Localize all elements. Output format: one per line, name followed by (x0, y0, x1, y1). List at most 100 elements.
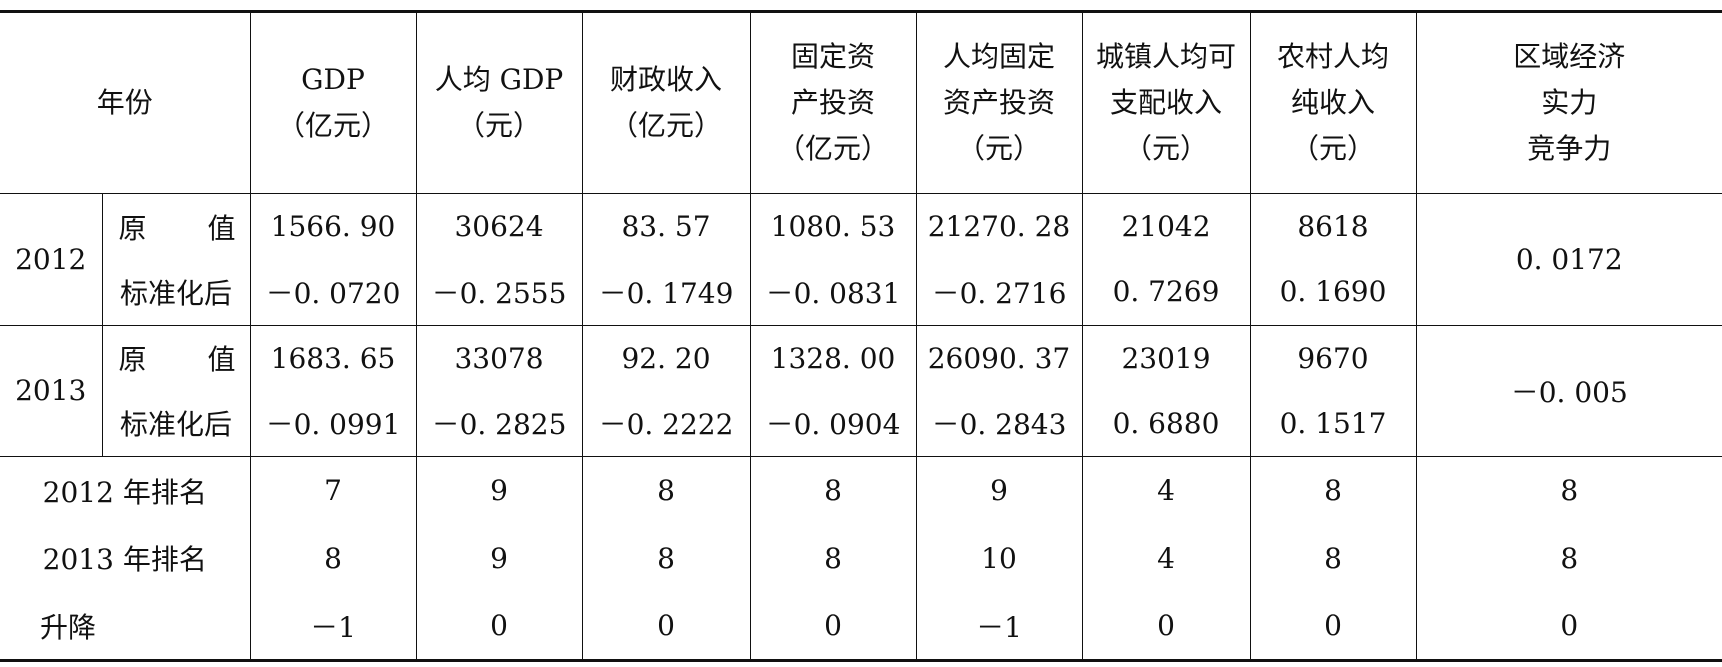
table-row-2013-raw: 2013 原值 1683. 65 33078 92. 20 1328. 00 2… (0, 325, 1722, 458)
header-line: 农村人均 (1276, 39, 1389, 73)
column-header-fiscal-revenue: 财政收入 （亿元） (582, 11, 751, 194)
table-cell: 9 (916, 456, 1083, 525)
table-cell: 21042 (1082, 193, 1251, 260)
table-cell: 0 (1250, 592, 1417, 661)
column-header-rural-income: 农村人均 纯收入 （元） (1250, 11, 1417, 194)
table-row-rank-change: 升降 －1 0 0 0 －1 0 0 0 (0, 592, 1722, 661)
table-cell: －0. 2222 (582, 390, 751, 457)
table-row-ranking-2013: 2013 年排名 8 9 8 8 10 4 8 8 (0, 524, 1722, 593)
table-cell: 4 (1082, 524, 1251, 593)
table-cell: －0. 0831 (750, 259, 917, 325)
column-header-competitiveness: 区域经济 实力 竞争力 (1416, 12, 1722, 194)
table-cell: －0. 0720 (250, 259, 417, 325)
table-cell: 8 (750, 456, 917, 525)
table-cell: 8 (1560, 541, 1579, 575)
standardized-label: 标准化后 (102, 259, 251, 325)
table-cell: 0. 7269 (1082, 259, 1251, 325)
table-cell: 8 (582, 456, 751, 525)
header-line: （元） (1123, 131, 1208, 165)
table-cell: 9 (416, 456, 583, 525)
table-cell: 30624 (416, 193, 583, 260)
regional-economy-table: 年份 GDP （亿元） 人均 GDP （元） 财政收入 （亿元） 固定资 产投资… (0, 10, 1722, 662)
header-line: 人均 GDP (434, 62, 564, 96)
table-row-ranking-2012: 2012 年排名 7 9 8 8 9 4 8 8 (0, 456, 1722, 525)
table-cell: 83. 57 (582, 193, 751, 260)
header-line: GDP (301, 62, 365, 96)
header-line: （亿元） (276, 108, 389, 142)
table-cell: 33078 (416, 325, 583, 391)
column-header-gdp-per-capita: 人均 GDP （元） (416, 11, 583, 194)
table-cell: －0. 2555 (416, 259, 583, 325)
header-line: 固定资 (790, 39, 875, 73)
header-line: 人均固定 (942, 39, 1055, 73)
statistics-table-container: 年份 GDP （亿元） 人均 GDP （元） 财政收入 （亿元） 固定资 产投资… (0, 10, 1722, 662)
table-cell: 0 (1082, 592, 1251, 661)
header-line: 区域经济 (1513, 39, 1626, 73)
year-column-header: 年份 (0, 11, 251, 194)
table-cell: 0 (582, 592, 751, 661)
standardized-label: 标准化后 (102, 390, 251, 457)
header-line: 财政收入 (609, 62, 722, 96)
column-header-gdp: GDP （亿元） (250, 11, 417, 194)
raw-label-part: 原 (118, 343, 147, 377)
table-cell: 0. 1690 (1250, 259, 1417, 325)
table-cell: 0 (750, 592, 917, 661)
header-line: （亿元） (776, 131, 889, 165)
header-line: （元） (1290, 131, 1375, 165)
table-cell: 8 (1560, 474, 1579, 508)
header-line: 城镇人均可 (1095, 39, 1236, 73)
year-cell-2012: 2012 (0, 193, 103, 326)
table-cell: －0. 1749 (582, 259, 751, 325)
table-cell: －0. 0904 (750, 390, 917, 457)
table-cell: 4 (1082, 456, 1251, 525)
raw-label-part: 值 (207, 343, 236, 377)
header-line: （元） (956, 131, 1041, 165)
table-cell: 1080. 53 (750, 193, 917, 260)
header-line: 资产投资 (942, 85, 1055, 119)
table-cell: 8 (582, 524, 751, 593)
table-cell: －0. 2843 (916, 390, 1083, 457)
year-header-part-2: 份 (124, 85, 153, 119)
table-cell: －0. 2825 (416, 390, 583, 457)
header-line: 实力 (1541, 85, 1598, 119)
header-line: （亿元） (609, 108, 722, 142)
year-cell-2013: 2013 (0, 325, 103, 458)
table-cell: 8 (1250, 456, 1417, 525)
table-cell: 0 (416, 592, 583, 661)
column-header-urban-income: 城镇人均可 支配收入 （元） (1082, 11, 1251, 194)
raw-label-part: 值 (207, 211, 236, 245)
header-row: 年份 GDP （亿元） 人均 GDP （元） 财政收入 （亿元） 固定资 产投资… (0, 11, 1722, 194)
table-cell: 26090. 37 (916, 325, 1083, 391)
competitiveness-cell-2012: 0. 0172 (1416, 193, 1722, 326)
table-cell: 9670 (1250, 325, 1417, 391)
table-cell: 8 (250, 524, 417, 593)
table-cell: 23019 (1082, 325, 1251, 391)
table-cell: 0 (1560, 609, 1579, 643)
table-cell: 9 (416, 524, 583, 593)
table-cell: 0. 1517 (1250, 390, 1417, 457)
table-row-2013-standardized: 标准化后 －0. 0991 －0. 2825 －0. 2222 －0. 0904… (0, 390, 1722, 457)
table-cell: 8618 (1250, 193, 1417, 260)
table-row-2012-standardized: 标准化后 －0. 0720 －0. 2555 －0. 1749 －0. 0831… (0, 259, 1722, 325)
table-cell: 7 (250, 456, 417, 525)
table-cell: －0. 2716 (916, 259, 1083, 325)
table-row-2012-raw: 2012 原值 1566. 90 30624 83. 57 1080. 53 2… (0, 193, 1722, 326)
year-header-part-1: 年 (96, 85, 125, 119)
table-cell: －0. 0991 (250, 390, 417, 457)
table-cell: 1566. 90 (250, 193, 417, 260)
header-line: 纯收入 (1290, 85, 1375, 119)
table-cell: 10 (916, 524, 1083, 593)
table-cell: －1 (916, 592, 1083, 661)
table-cell: 1328. 00 (750, 325, 917, 391)
column-header-fixed-asset-investment: 固定资 产投资 （亿元） (750, 11, 917, 194)
raw-value-label: 原值 (102, 193, 251, 260)
header-line: 竞争力 (1527, 131, 1612, 165)
raw-label-part: 原 (118, 211, 147, 245)
raw-value-label: 原值 (102, 325, 251, 391)
table-cell: 0. 6880 (1082, 390, 1251, 457)
competitiveness-cell-2013: －0. 005 (1416, 325, 1722, 458)
table-cell: －1 (250, 592, 417, 661)
table-cell: 92. 20 (582, 325, 751, 391)
header-line: （元） (456, 108, 541, 142)
header-line: 支配收入 (1109, 85, 1222, 119)
